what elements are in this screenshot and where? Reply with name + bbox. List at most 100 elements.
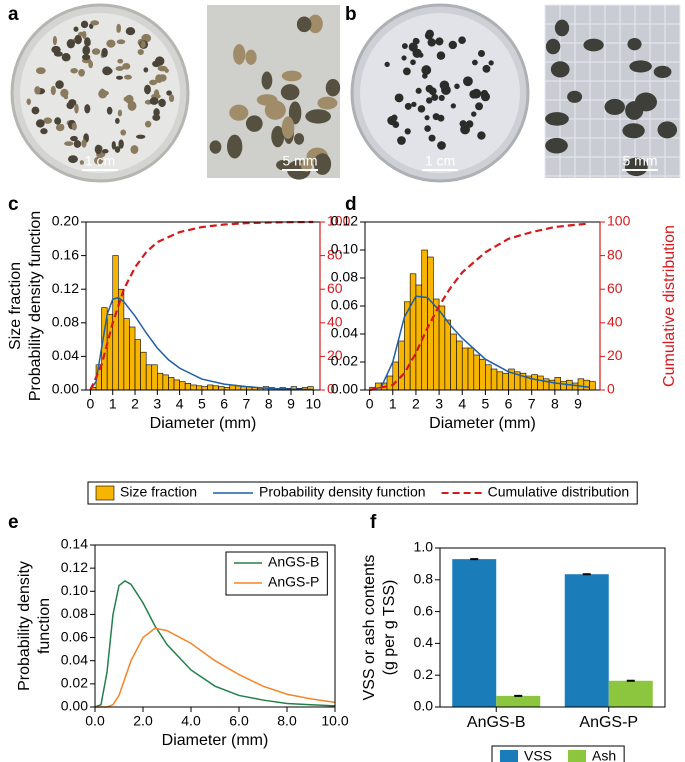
x-tick-label: 5 <box>481 396 489 412</box>
granule <box>313 153 332 175</box>
granule <box>91 48 101 55</box>
granule <box>411 101 417 108</box>
granule <box>84 104 91 114</box>
x-tick-label: 2 <box>412 396 420 412</box>
granule <box>427 38 436 47</box>
granule <box>117 58 124 64</box>
granule <box>477 50 485 58</box>
granule <box>114 146 121 153</box>
granule <box>93 156 104 165</box>
scale-bar-label: 5 mm <box>283 153 318 169</box>
legend-frame <box>225 551 328 596</box>
histogram-bar <box>571 382 579 391</box>
histogram-bar <box>450 333 457 391</box>
granule <box>401 55 407 61</box>
bar <box>564 574 609 707</box>
error-bar <box>626 679 635 682</box>
histogram-bar <box>207 384 214 391</box>
y2-tick-label: 20 <box>607 347 623 363</box>
series-line <box>89 296 314 391</box>
granule <box>438 94 445 101</box>
granule <box>424 125 431 132</box>
granule <box>404 128 411 135</box>
granule <box>317 96 338 110</box>
granule <box>43 117 53 124</box>
chart: e 0.0 2.0 4.0 6.0 8.0 10.0 0.00 0.02 0.04 0.06 0.08… <box>8 512 349 749</box>
granule <box>98 89 108 99</box>
granule <box>116 39 126 45</box>
legend-swatch <box>500 750 518 762</box>
histogram-bar <box>179 381 186 391</box>
histogram-bar <box>461 347 469 391</box>
y-axis-label: Probability density <box>16 561 33 691</box>
granule <box>130 145 139 154</box>
y-tick-label: 0.06 <box>61 628 88 644</box>
histogram-bar <box>496 371 504 391</box>
x-tick-label: 7 <box>243 396 251 412</box>
histogram-bar <box>490 368 498 391</box>
y-tick-label: 0.08 <box>61 605 88 621</box>
granule <box>79 160 84 165</box>
granule <box>51 45 61 54</box>
x-tick-label: 1 <box>109 396 117 412</box>
legend-label: AnGS-P <box>268 574 319 590</box>
scale-bar-label: 5 mm <box>623 153 658 169</box>
granule <box>426 97 433 104</box>
histogram-bar <box>531 374 538 391</box>
x-tick-label: 0 <box>87 396 95 412</box>
granule <box>622 123 645 139</box>
y-tick-label: 0.04 <box>52 347 79 363</box>
granule <box>226 134 243 159</box>
y-tick-label: 0.12 <box>331 213 358 229</box>
y-tick-label: 0.06 <box>331 297 358 313</box>
y-tick-label: 0.00 <box>331 381 358 397</box>
granule <box>256 94 278 106</box>
scale-bar-label: 1 cm <box>425 153 455 169</box>
granule <box>78 69 85 77</box>
granule <box>152 60 161 68</box>
error-bar <box>582 573 591 576</box>
y-axis-label: function <box>36 598 53 654</box>
granule <box>143 67 149 73</box>
y-tick-label: 0.12 <box>52 280 79 296</box>
granule <box>296 16 312 33</box>
histogram-bar <box>560 381 567 391</box>
granule <box>149 79 158 86</box>
x-tick-label: 7 <box>528 396 536 412</box>
granule <box>428 87 437 96</box>
granule <box>106 39 116 48</box>
granule <box>403 67 411 76</box>
legend-label: VSS <box>524 748 552 762</box>
granule <box>125 27 136 36</box>
x-tick-label: 3 <box>435 396 443 412</box>
series-line <box>95 627 336 708</box>
granule <box>397 136 406 145</box>
histogram-bar <box>145 364 153 391</box>
error-bar <box>470 558 479 561</box>
granule <box>450 103 456 109</box>
x-tick-label: 8 <box>265 396 273 412</box>
histogram-bar <box>467 347 475 391</box>
granule <box>408 42 418 52</box>
chart: f AnGS-B AnGS-P 0.0 0.2 0.4 0.6 0.8 1.0 VSS or as… <box>361 512 666 762</box>
granule <box>463 76 473 87</box>
granule <box>471 88 482 99</box>
x-tick-label: 2.0 <box>133 713 153 729</box>
granule <box>545 137 568 154</box>
granule <box>392 121 400 128</box>
x-tick-label: 4 <box>458 396 466 412</box>
granule <box>305 109 331 124</box>
chart: c0 1 2 3 4 5 6 7 8 9 100.000.040.080.120.160.20020… <box>7 194 638 505</box>
y2-tick-label: 80 <box>327 246 343 262</box>
granule <box>421 65 432 75</box>
granule <box>271 125 285 148</box>
granule <box>545 112 569 126</box>
granule <box>35 67 46 75</box>
legend-label: AnGS-B <box>268 554 319 570</box>
x-axis-label: Diameter (mm) <box>150 415 257 432</box>
y-tick-label: 0.8 <box>414 571 434 587</box>
panel-label: c <box>8 194 19 215</box>
histogram-bar <box>190 384 197 391</box>
granule <box>281 116 295 139</box>
y-tick-label: 0.0 <box>414 698 434 714</box>
